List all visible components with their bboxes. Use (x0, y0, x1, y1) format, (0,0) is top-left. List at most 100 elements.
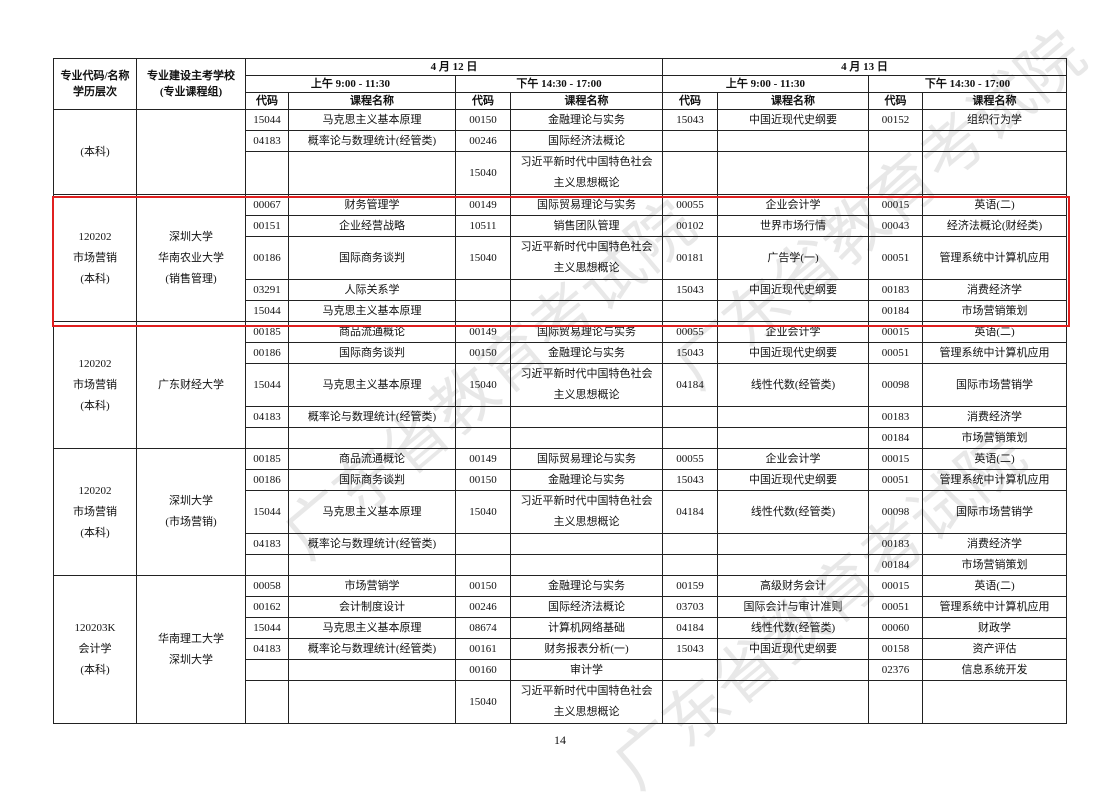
table-row: 00151 企业经营战略 10511 销售团队管理 00102 世界市场行情 00043 经济… (54, 215, 1067, 237)
header-code: 代码 (455, 92, 511, 110)
course-name-cell: 马克思主义基本原理 (288, 617, 456, 639)
course-code-cell: 15040 (455, 490, 511, 534)
course-code-cell: 04183 (245, 406, 289, 428)
school-cell (136, 109, 246, 195)
table-row: 120202 市场营销 (本科) 深圳大学 (市场营销) 00185 商品流通概论 00149… (53, 448, 1067, 576)
course-name-cell: 国际商务谈判 (288, 469, 456, 491)
major-cell: 120202 市场营销 (本科) (53, 321, 137, 449)
school-line: 深圳大学 (169, 230, 213, 243)
course-name-cell: 广告学(一) (717, 236, 869, 280)
course-code-cell (245, 427, 289, 449)
course-name-cell: 英语(二) (922, 575, 1067, 597)
course-name-cell (717, 659, 869, 681)
course-code-cell (245, 680, 289, 724)
table-row: 00186 国际商务谈判 15040 习近平新时代中国特色社会 主义思想概论 00181 广… (54, 236, 1067, 280)
course-name-cell: 金融理论与实务 (510, 575, 663, 597)
course-code-cell: 00185 (245, 448, 289, 470)
course-code-cell (662, 659, 718, 681)
course-code-cell (868, 151, 923, 195)
course-code-cell (455, 300, 511, 322)
course-name-cell (717, 300, 869, 322)
course-name-cell: 管理系统中计算机应用 (922, 469, 1067, 491)
course-code-cell: 15044 (245, 490, 289, 534)
header-course-name: 课程名称 (717, 92, 869, 110)
course-name-cell: 马克思主义基本原理 (288, 363, 456, 407)
header-day2-am: 上午 9:00 - 11:30 (662, 75, 869, 93)
course-code-cell: 00158 (868, 638, 923, 660)
course-code-cell: 15044 (245, 109, 289, 131)
course-code-cell: 00246 (455, 596, 511, 618)
table-row: 15044 马克思主义基本原理 15040 习近平新时代中国特色社会 主义思想概论 041… (54, 490, 1067, 534)
course-name-cell: 国际商务谈判 (288, 236, 456, 280)
course-code-cell: 15040 (455, 363, 511, 407)
course-code-cell: 04184 (662, 490, 718, 534)
course-name-cell: 组织行为学 (922, 109, 1067, 131)
table-row: 15040 习近平新时代中国特色社会 主义思想概论 (54, 680, 1067, 724)
major-line: 会计学 (78, 643, 112, 655)
table-row: 00186 国际商务谈判 00150 金融理论与实务 15043 中国近现代史纲要 0005… (54, 342, 1067, 364)
course-name-cell: 线性代数(经管类) (717, 490, 869, 534)
course-code-cell: 00015 (868, 448, 923, 470)
course-code-cell: 00149 (455, 194, 511, 216)
course-name-cell: 计算机网络基础 (510, 617, 663, 639)
course-code-cell: 04183 (245, 638, 289, 660)
course-name-cell: 习近平新时代中国特色社会 主义思想概论 (510, 151, 663, 195)
course-code-cell: 00159 (662, 575, 718, 597)
course-code-cell (245, 554, 289, 576)
course-code-cell: 00060 (868, 617, 923, 639)
course-code-cell: 00150 (455, 575, 511, 597)
major-line: 120202 (78, 357, 112, 370)
exam-schedule-table: 专业代码/名称 学历层次 专业建设主考学校 (专业课程组) 4 月 12 日 4 月… (53, 58, 1067, 724)
school-line: (市场营销) (165, 516, 217, 528)
course-code-cell (455, 427, 511, 449)
course-name-cell: 高级财务会计 (717, 575, 869, 597)
course-code-cell (662, 533, 718, 555)
course-name-cell (717, 680, 869, 724)
table-row: 15040 习近平新时代中国特色社会 主义思想概论 (54, 151, 1067, 195)
header-day1-am: 上午 9:00 - 11:30 (245, 75, 456, 93)
school-cell: 广东财经大学 (136, 321, 246, 449)
course-code-cell: 00185 (245, 321, 289, 343)
course-code-cell: 04184 (662, 363, 718, 407)
course-name-cell: 概率论与数理统计(经管类) (288, 533, 456, 555)
course-code-cell: 15043 (662, 342, 718, 364)
course-name-cell (510, 406, 663, 428)
table-row: 120202 市场营销 (本科) 广东财经大学 00185 商品流通概论 00149 国际贸易… (53, 321, 1067, 449)
table-row: 04183 概率论与数理统计(经管类) 00161 财务报表分析(一) 15043 中国近… (54, 638, 1067, 660)
course-name-cell: 国际贸易理论与实务 (510, 321, 663, 343)
course-code-cell: 15043 (662, 109, 718, 131)
course-code-cell: 00183 (868, 406, 923, 428)
course-code-cell: 00186 (245, 236, 289, 280)
course-name-cell: 金融理论与实务 (510, 469, 663, 491)
course-code-cell: 00162 (245, 596, 289, 618)
course-name-cell (288, 427, 456, 449)
course-code-cell: 00098 (868, 363, 923, 407)
course-name-cell: 概率论与数理统计(经管类) (288, 130, 456, 152)
course-code-cell: 04183 (245, 130, 289, 152)
course-name-cell (510, 300, 663, 322)
school-line: 广东财经大学 (158, 378, 224, 391)
course-code-cell: 00150 (455, 469, 511, 491)
course-name-cell: 概率论与数理统计(经管类) (288, 638, 456, 660)
header-code: 代码 (662, 92, 718, 110)
major-line: 120202 (78, 230, 112, 243)
course-name-cell (510, 279, 663, 301)
course-code-cell: 00150 (455, 342, 511, 364)
course-code-cell: 00051 (868, 236, 923, 280)
course-code-cell: 08674 (455, 617, 511, 639)
course-name-cell: 中国近现代史纲要 (717, 109, 869, 131)
course-code-cell: 02376 (868, 659, 923, 681)
header-course-name: 课程名称 (510, 92, 663, 110)
table-row: 15044 马克思主义基本原理 08674 计算机网络基础 04184 线性代数(经管类)… (54, 617, 1067, 639)
header-major: 专业代码/名称 学历层次 (53, 58, 137, 110)
course-name-cell: 消费经济学 (922, 279, 1067, 301)
course-name-cell: 金融理论与实务 (510, 109, 663, 131)
major-line: 市场营销 (73, 378, 117, 391)
school-line: 华南理工大学 (158, 632, 224, 645)
course-code-cell: 00043 (868, 215, 923, 237)
header-course-name: 课程名称 (288, 92, 456, 110)
table-row: 00184 市场营销策划 (54, 554, 1067, 576)
course-code-cell: 00015 (868, 575, 923, 597)
course-name-cell (717, 427, 869, 449)
course-name-cell: 企业会计学 (717, 448, 869, 470)
